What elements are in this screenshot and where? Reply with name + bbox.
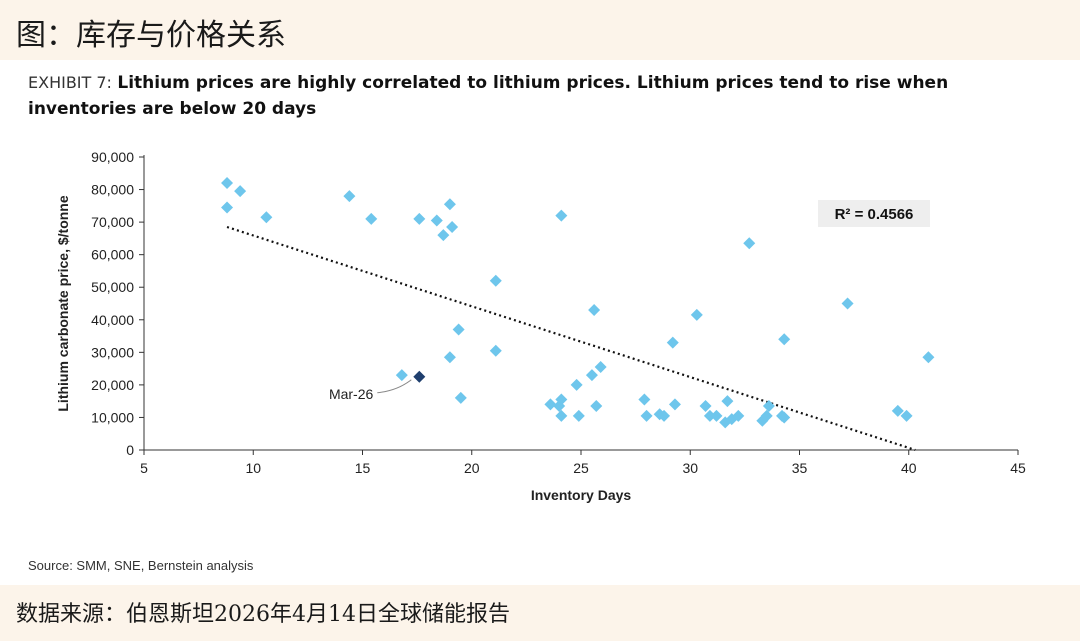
y-axis-label: Lithium carbonate price, $/tonne <box>55 195 71 411</box>
data-point <box>710 409 723 422</box>
data-point <box>640 409 653 422</box>
page-title: 图：库存与价格关系 <box>16 18 286 53</box>
r-squared-box <box>818 200 930 227</box>
y-tick-label: 90,000 <box>91 149 134 165</box>
y-tick-label: 50,000 <box>91 279 134 295</box>
data-point <box>732 409 745 422</box>
data-point <box>668 398 681 411</box>
exhibit-heading: EXHIBIT 7: Lithium prices are highly cor… <box>28 70 1048 122</box>
data-point <box>721 395 734 408</box>
data-point <box>922 351 935 364</box>
footer-note: 数据来源：伯恩斯坦2026年4月14日全球储能报告 <box>16 602 510 627</box>
data-point <box>703 409 716 422</box>
data-point <box>760 409 773 422</box>
data-point <box>489 344 502 357</box>
highlight-label: Mar-26 <box>329 386 374 402</box>
trendline <box>226 225 916 452</box>
y-tick-label: 40,000 <box>91 312 134 328</box>
data-point <box>570 378 583 391</box>
data-point <box>762 400 775 413</box>
data-point <box>413 212 426 225</box>
x-tick-label: 40 <box>901 460 917 476</box>
data-point <box>900 409 913 422</box>
data-point <box>666 336 679 349</box>
r-squared-annotation: R² = 0.4566 <box>835 206 914 223</box>
trendline-group <box>226 225 916 452</box>
data-point <box>841 297 854 310</box>
data-point <box>454 391 467 404</box>
data-point <box>395 369 408 382</box>
highlight-leader-line <box>377 379 412 394</box>
exhibit-label: EXHIBIT 7: <box>28 73 112 92</box>
annotation-group: R² = 0.4566 <box>818 200 930 227</box>
y-tick-label: 20,000 <box>91 377 134 393</box>
data-point <box>443 198 456 211</box>
data-point <box>555 393 568 406</box>
x-tick-label: 45 <box>1010 460 1026 476</box>
figure-panel <box>0 60 1080 585</box>
data-point <box>260 211 273 224</box>
data-point <box>743 237 756 250</box>
data-point <box>572 409 585 422</box>
data-points <box>221 177 935 429</box>
data-point <box>638 393 651 406</box>
data-point <box>452 323 465 336</box>
data-point <box>234 185 247 198</box>
data-point <box>544 398 557 411</box>
data-point <box>555 209 568 222</box>
bottom-banner <box>0 585 1080 641</box>
data-point <box>585 369 598 382</box>
data-point <box>658 409 671 422</box>
y-tick-label: 10,000 <box>91 409 134 425</box>
data-point <box>590 400 603 413</box>
data-point <box>221 201 234 214</box>
top-banner <box>0 0 1080 60</box>
chart-title: Lithium prices are highly correlated to … <box>28 73 949 119</box>
axes <box>143 155 1018 451</box>
x-axis-label: Inventory Days <box>531 487 632 503</box>
data-point <box>221 177 234 190</box>
data-point <box>443 351 456 364</box>
data-point <box>430 214 443 227</box>
data-point <box>891 404 904 417</box>
y-tick-label: 60,000 <box>91 247 134 263</box>
source-note: Source: SMM, SNE, Bernstein analysis <box>28 558 254 573</box>
y-tick-label: 70,000 <box>91 214 134 230</box>
highlight-group: Mar-26 <box>329 370 426 402</box>
data-point <box>588 304 601 317</box>
data-point <box>778 333 791 346</box>
x-tick-label: 20 <box>464 460 480 476</box>
y-tick-label: 30,000 <box>91 344 134 360</box>
data-point <box>778 411 791 424</box>
x-tick-label: 30 <box>682 460 698 476</box>
x-tick-label: 10 <box>245 460 261 476</box>
data-point <box>690 308 703 321</box>
x-axis-ticks: 5 10 15 20 25 30 35 40 45 <box>140 450 1026 476</box>
data-point <box>343 190 356 203</box>
x-tick-label: 25 <box>573 460 589 476</box>
highlight-point <box>413 370 426 383</box>
data-point <box>446 220 459 233</box>
x-tick-label: 5 <box>140 460 148 476</box>
scatter-chart: 0 10,000 20,000 30,000 40,000 50,000 60,000 70,… <box>55 149 1026 503</box>
y-tick-label: 0 <box>126 442 134 458</box>
y-axis-ticks: 0 10,000 20,000 30,000 40,000 50,000 60,000 70,… <box>91 149 144 458</box>
data-point <box>699 400 712 413</box>
data-point <box>489 274 502 287</box>
data-point <box>555 409 568 422</box>
x-tick-label: 35 <box>792 460 808 476</box>
x-tick-label: 15 <box>355 460 371 476</box>
data-point <box>437 229 450 242</box>
data-point <box>365 212 378 225</box>
y-tick-label: 80,000 <box>91 182 134 198</box>
data-point <box>594 360 607 373</box>
